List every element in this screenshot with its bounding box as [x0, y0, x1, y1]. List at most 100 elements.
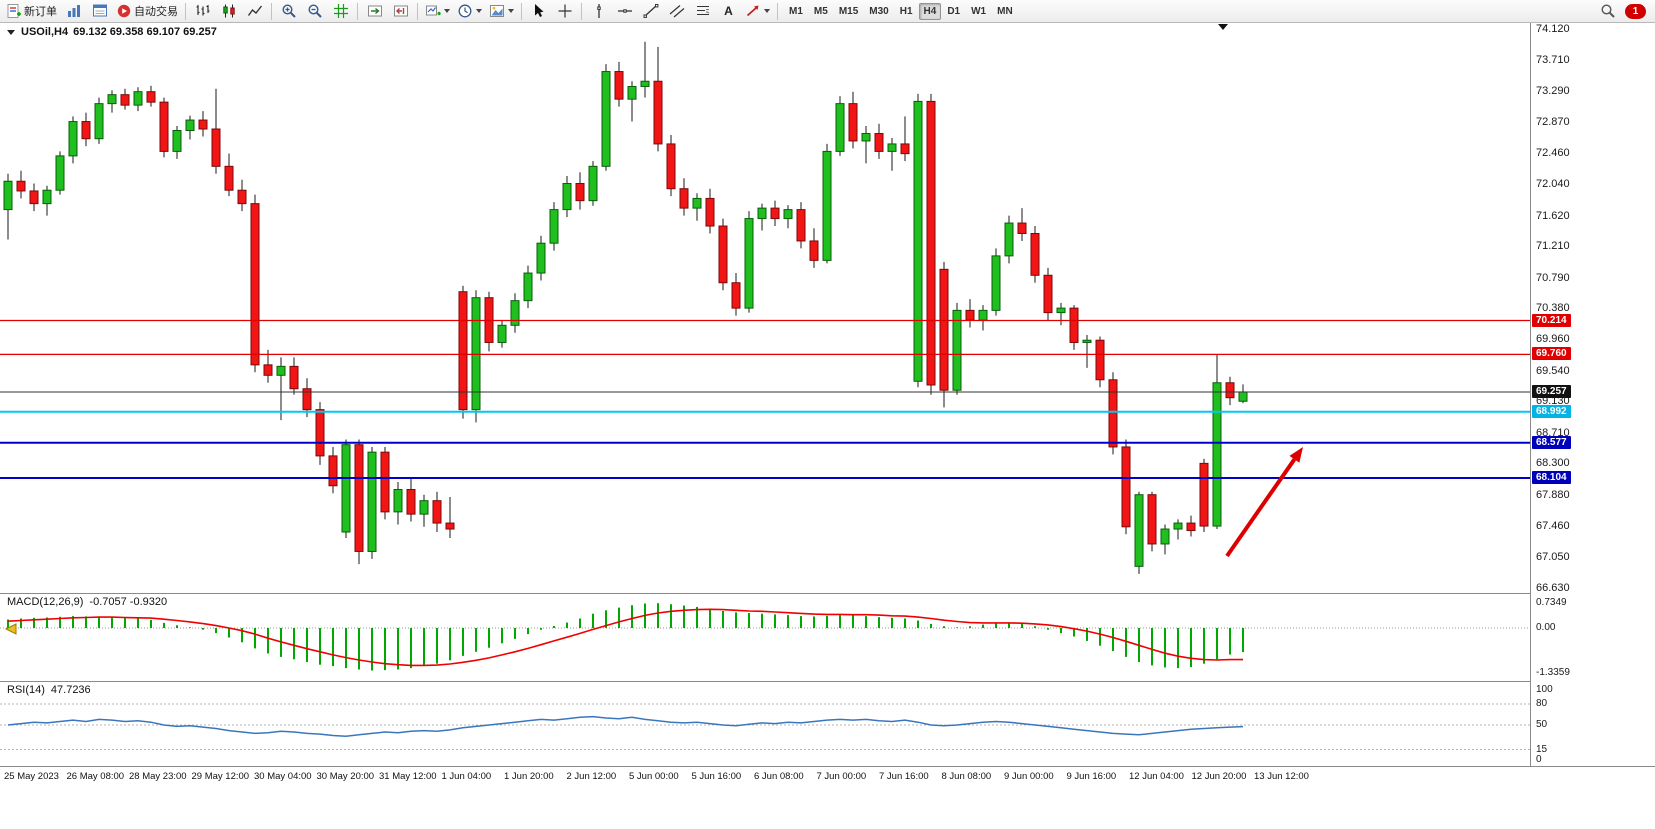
- timeframe-m15[interactable]: M15: [838, 5, 859, 17]
- macd-panel[interactable]: MACD(12,26,9) -0.7057 -0.9320: [0, 593, 1530, 681]
- market-watch-icon: [67, 5, 80, 17]
- template-button[interactable]: [486, 1, 517, 22]
- time-label: 7 Jun 16:00: [879, 771, 929, 782]
- price-level-tag: 70.214: [1532, 313, 1571, 327]
- vertical-line-tool-button[interactable]: [586, 1, 611, 22]
- macd-axis-label: -1.3359: [1536, 667, 1570, 679]
- rsi-axis-label: 0: [1536, 754, 1542, 765]
- timeframe-h4[interactable]: H4: [918, 2, 942, 20]
- timeframe-m1[interactable]: M1: [789, 5, 803, 17]
- toolbar-separator: [521, 2, 522, 20]
- price-tick: 69.130: [1536, 395, 1570, 408]
- chevron-down-icon: [476, 9, 482, 13]
- time-label: 30 May 04:00: [254, 771, 312, 782]
- crosshair-icon: [558, 4, 571, 18]
- search-button[interactable]: [1595, 1, 1620, 22]
- time-label: 12 Jun 04:00: [1129, 771, 1184, 782]
- time-label: 9 Jun 00:00: [1004, 771, 1054, 782]
- time-label: 9 Jun 16:00: [1066, 771, 1117, 782]
- rsi-panel[interactable]: RSI(14) 47.7236: [0, 681, 1530, 766]
- time-axis[interactable]: 25 May 2023 26 May 08:00 28 May 23:00 29 Ma…: [0, 766, 1655, 786]
- main-chart[interactable]: [0, 23, 1530, 593]
- vertical-line-icon: [596, 4, 601, 18]
- timeframe-d1[interactable]: D1: [947, 5, 961, 17]
- timeframe-h1[interactable]: H1: [899, 5, 913, 17]
- price-tick: 68.300: [1536, 457, 1570, 470]
- chart-symbol-label: USOil,H4 69.132 69.358 69.107 69.257: [7, 26, 217, 38]
- add-indicator-button[interactable]: [422, 1, 453, 22]
- autotrade-button[interactable]: 自动交易: [113, 1, 181, 22]
- price-tick: 71.210: [1536, 240, 1570, 253]
- notification-badge[interactable]: 1: [1625, 3, 1646, 19]
- macd-axis-label: 0.00: [1536, 622, 1556, 633]
- cursor-tool-button[interactable]: [526, 1, 551, 22]
- channel-icon: [669, 5, 684, 18]
- macd-values: -0.7057 -0.9320: [89, 596, 168, 608]
- data-window-button[interactable]: [87, 1, 112, 22]
- trendline-tool-button[interactable]: [638, 1, 663, 22]
- zoom-in-button[interactable]: [276, 1, 301, 22]
- text-tool-button[interactable]: A: [716, 1, 741, 22]
- market-watch-button[interactable]: [61, 1, 86, 22]
- zoom-out-button[interactable]: [302, 1, 327, 22]
- crosshair-tool-button[interactable]: [552, 1, 577, 22]
- channel-tool-button[interactable]: [664, 1, 689, 22]
- grid-button[interactable]: [328, 1, 353, 22]
- fibonacci-tool-button[interactable]: [690, 1, 715, 22]
- toolbar-separator: [357, 2, 358, 20]
- toolbar-separator: [581, 2, 582, 20]
- cursor-icon: [534, 4, 543, 17]
- timeframe-m30[interactable]: M30: [869, 5, 889, 17]
- add-indicator-icon: [426, 5, 441, 16]
- ohlc-readout: 69.132 69.358 69.107 69.257: [73, 26, 217, 38]
- symbol-dropdown-icon[interactable]: [7, 29, 15, 35]
- time-label: 7 Jun 00:00: [816, 771, 867, 782]
- symbol-name: USOil,H4: [21, 26, 69, 38]
- level-lines-layer: [0, 319, 1530, 479]
- price-tick: 72.460: [1536, 146, 1570, 159]
- new-order-button[interactable]: 新订单: [3, 1, 60, 22]
- toolbar-separator: [417, 2, 418, 20]
- horizontal-line-icon: [617, 9, 632, 13]
- horizontal-line-tool-button[interactable]: [612, 1, 637, 22]
- price-tick: 72.040: [1536, 178, 1570, 191]
- macd-axis-label: 0.7349: [1536, 597, 1567, 608]
- timeframe-m5[interactable]: M5: [813, 5, 828, 17]
- yellow-arrow-object: [4, 623, 17, 635]
- macd-chart[interactable]: [0, 594, 1530, 682]
- price-tick: 73.710: [1536, 53, 1570, 66]
- arrows-tool-button[interactable]: [742, 1, 773, 22]
- main-chart-panel[interactable]: USOil,H4 69.132 69.358 69.107 69.257: [0, 23, 1530, 593]
- price-tick: 67.880: [1536, 488, 1570, 501]
- timeframe-mn[interactable]: MN: [997, 5, 1013, 17]
- arrow-tool-icon: [746, 5, 759, 17]
- new-order-icon: [7, 4, 21, 18]
- chart-shift-button[interactable]: [388, 1, 413, 22]
- time-label: 1 Jun 20:00: [504, 771, 554, 782]
- new-order-label: 新订单: [24, 6, 57, 18]
- timeframe-w1[interactable]: W1: [971, 5, 987, 17]
- time-label: 25 May 2023: [4, 771, 59, 782]
- time-label: 1 Jun 04:00: [441, 771, 492, 782]
- auto-scroll-button[interactable]: [362, 1, 387, 22]
- line-chart-mode-button[interactable]: [242, 1, 267, 22]
- autotrade-label: 自动交易: [134, 6, 178, 18]
- timeframe-group: M1 M5 M15 M30 H1 H4 D1 W1 MN: [784, 2, 1018, 20]
- bar-chart-icon: [196, 5, 209, 16]
- bar-chart-mode-button[interactable]: [190, 1, 215, 22]
- candle-chart-mode-button[interactable]: [216, 1, 241, 22]
- search-icon: [1600, 4, 1615, 18]
- rsi-chart[interactable]: [0, 682, 1530, 767]
- time-label: 6 Jun 08:00: [754, 771, 804, 782]
- rsi-axis-label: 80: [1536, 698, 1548, 709]
- grid-icon: [333, 4, 348, 18]
- price-axis[interactable]: 74.120 73.710 73.290 72.870 72.460 72.040 71.6…: [1530, 23, 1655, 766]
- text-tool-icon: A: [724, 4, 733, 18]
- time-label: 5 Jun 00:00: [629, 771, 679, 782]
- window-bottom: [0, 786, 1655, 829]
- rsi-line: [7, 715, 1244, 737]
- price-level-tag: 68.104: [1532, 470, 1571, 484]
- period-button[interactable]: [454, 1, 485, 22]
- time-label: 2 Jun 12:00: [566, 771, 617, 782]
- time-label: 8 Jun 08:00: [941, 771, 992, 782]
